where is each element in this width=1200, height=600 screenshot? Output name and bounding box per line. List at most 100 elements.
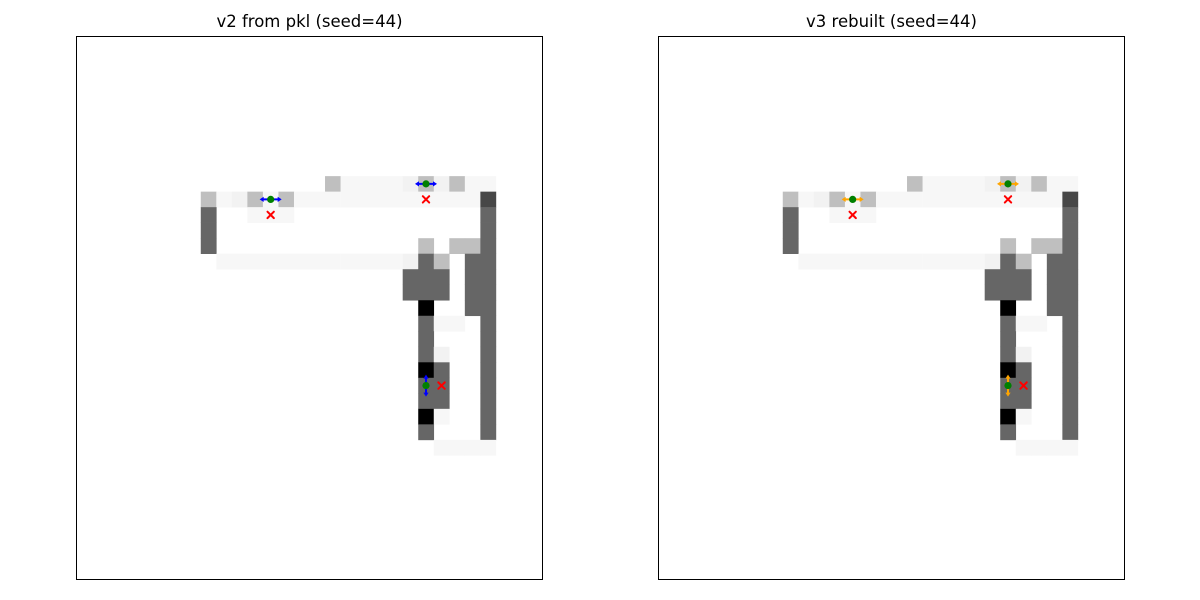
heatmap-cell — [480, 269, 497, 286]
heatmap-cell — [433, 315, 450, 332]
heatmap-cell — [402, 269, 419, 286]
heatmap-cell — [402, 176, 419, 192]
heatmap-cell — [1000, 393, 1017, 410]
heatmap-cell — [1062, 238, 1079, 254]
goal-marker — [421, 195, 431, 204]
heatmap-cell — [969, 191, 985, 208]
heatmap-cell — [433, 393, 450, 410]
heatmap-cell — [1015, 284, 1032, 301]
heatmap-cell — [1015, 269, 1032, 286]
heatmap-cell — [938, 191, 954, 208]
heatmap-cell — [433, 346, 450, 363]
heatmap-cell — [464, 300, 481, 317]
heatmap-cell — [278, 207, 295, 223]
heatmap-cell — [1015, 176, 1032, 192]
heatmap-cell — [402, 253, 419, 270]
heatmap-cell — [402, 284, 419, 301]
agent-marker — [422, 374, 430, 397]
heatmap-cell — [1062, 331, 1079, 348]
heatmap-cell — [216, 191, 233, 208]
heatmap-cell — [387, 191, 403, 208]
heatmap-cell — [418, 315, 435, 332]
heatmap-cell — [1000, 408, 1017, 425]
heatmap-cell — [907, 253, 923, 270]
heatmap-cell — [1000, 269, 1017, 286]
heatmap-cell — [480, 238, 497, 254]
heatmap-cell — [247, 253, 264, 270]
heatmap-cell — [1062, 269, 1079, 286]
heatmap-cell — [782, 222, 799, 239]
heatmap-cell — [984, 176, 1001, 192]
heatmap-cell — [480, 176, 497, 192]
heatmap-cell — [1000, 238, 1017, 254]
heatmap-cell — [1046, 253, 1063, 270]
heatmap-cell — [798, 191, 815, 208]
heatmap-cell — [1000, 284, 1017, 301]
heatmap-cell — [480, 362, 497, 379]
heatmap-cell — [984, 284, 1001, 301]
heatmap-cell — [387, 253, 403, 270]
heatmap-cell — [938, 253, 954, 270]
heatmap-cell — [1031, 315, 1048, 332]
heatmap-cell — [860, 207, 877, 223]
heatmap-cell — [309, 253, 326, 270]
heatmap-cell — [464, 269, 481, 286]
heatmap-cell — [1015, 191, 1032, 208]
heatmap-cell — [907, 191, 923, 208]
heatmap-cell — [1046, 300, 1063, 317]
heatmap-cell — [464, 253, 481, 270]
heatmap-cell — [356, 253, 372, 270]
heatmap-cell — [325, 191, 341, 208]
heatmap-cell — [1062, 176, 1079, 192]
heatmap-cell — [418, 269, 435, 286]
heatmap-cell — [953, 253, 970, 270]
heatmap-cell — [200, 207, 217, 223]
heatmap-cell — [782, 207, 799, 223]
heatmap-cell — [984, 191, 1001, 208]
heatmap-cell — [480, 253, 497, 270]
heatmap-cell — [480, 284, 497, 301]
goal-marker — [266, 210, 275, 220]
heatmap-cell — [1046, 284, 1063, 301]
heatmap-cell — [418, 284, 435, 301]
heatmap-cell — [1015, 408, 1032, 425]
heatmap-cell — [371, 176, 388, 192]
heatmap-cell — [340, 191, 357, 208]
heatmap-cell — [340, 253, 357, 270]
heatmap-cell — [480, 191, 497, 208]
heatmap-cell — [418, 408, 435, 425]
heatmap-cell — [278, 191, 295, 208]
heatmap-cell — [1015, 362, 1032, 379]
markers — [841, 180, 1028, 397]
heatmap-cell — [371, 191, 388, 208]
heatmap-cell — [1046, 176, 1063, 192]
heatmap-cell — [464, 284, 481, 301]
plot-frame — [658, 36, 1125, 580]
heatmap-cell — [875, 191, 892, 208]
heatmap-cell — [1046, 238, 1063, 254]
heatmap-cell — [464, 176, 481, 192]
heatmap-cell — [433, 439, 450, 456]
heatmap-cell — [782, 238, 799, 254]
heatmap-cell — [922, 176, 939, 192]
heatmap-cell — [480, 439, 497, 456]
heatmap-cell — [200, 191, 217, 208]
markers — [259, 180, 446, 397]
heatmap-cell — [860, 253, 877, 270]
heatmap-cell — [1015, 346, 1032, 363]
agent-marker — [841, 195, 864, 203]
heatmap-cell — [1015, 315, 1032, 332]
heatmap-cell — [433, 284, 450, 301]
heatmap-cell — [938, 176, 954, 192]
heatmap-cell — [464, 238, 481, 254]
heatmap-cell — [1015, 439, 1032, 456]
heatmap-cell — [891, 253, 908, 270]
heatmap-cell — [480, 408, 497, 425]
heatmap-cell — [1000, 300, 1017, 317]
heatmap-cell — [953, 176, 970, 192]
goal-marker — [1019, 381, 1028, 390]
heatmap-cell — [953, 191, 970, 208]
heatmap-cell — [1046, 439, 1063, 456]
heatmap-cell — [1000, 424, 1017, 441]
